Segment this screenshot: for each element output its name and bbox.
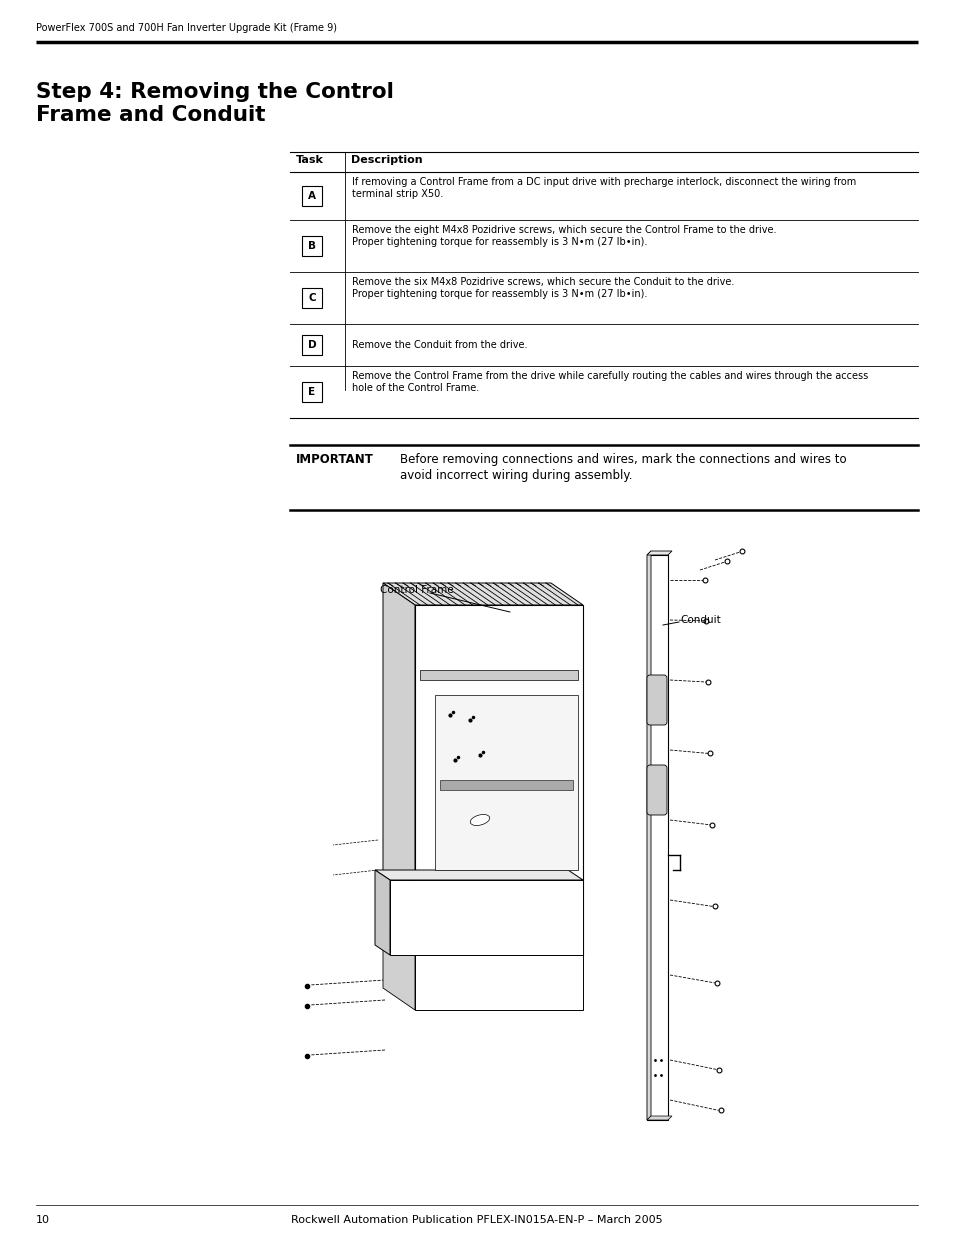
Polygon shape bbox=[435, 695, 578, 869]
Polygon shape bbox=[375, 869, 390, 955]
Polygon shape bbox=[375, 869, 582, 881]
Ellipse shape bbox=[470, 815, 489, 825]
Text: Remove the Control Frame from the drive while carefully routing the cables and w: Remove the Control Frame from the drive … bbox=[352, 370, 867, 382]
Polygon shape bbox=[390, 881, 582, 955]
FancyBboxPatch shape bbox=[646, 764, 666, 815]
Polygon shape bbox=[646, 551, 650, 1120]
Text: Remove the six M4x8 Pozidrive screws, which secure the Conduit to the drive.: Remove the six M4x8 Pozidrive screws, wh… bbox=[352, 277, 734, 287]
FancyBboxPatch shape bbox=[646, 676, 666, 725]
Text: terminal strip X50.: terminal strip X50. bbox=[352, 189, 443, 199]
Text: Description: Description bbox=[351, 156, 422, 165]
Bar bbox=[302, 335, 322, 354]
Text: If removing a Control Frame from a DC input drive with precharge interlock, disc: If removing a Control Frame from a DC in… bbox=[352, 177, 856, 186]
Text: Remove the Conduit from the drive.: Remove the Conduit from the drive. bbox=[352, 340, 527, 350]
Text: C: C bbox=[308, 293, 315, 303]
Text: Control Frame: Control Frame bbox=[379, 585, 453, 595]
Bar bbox=[302, 186, 322, 206]
Text: A: A bbox=[308, 191, 315, 201]
Text: Remove the eight M4x8 Pozidrive screws, which secure the Control Frame to the dr: Remove the eight M4x8 Pozidrive screws, … bbox=[352, 225, 776, 235]
Polygon shape bbox=[382, 583, 582, 605]
Text: IMPORTANT: IMPORTANT bbox=[295, 453, 374, 466]
Polygon shape bbox=[382, 583, 415, 955]
Text: B: B bbox=[308, 241, 315, 251]
Text: Step 4: Removing the Control: Step 4: Removing the Control bbox=[36, 82, 394, 103]
Bar bbox=[302, 236, 322, 256]
Text: Proper tightening torque for reassembly is 3 N•m (27 lb•in).: Proper tightening torque for reassembly … bbox=[352, 237, 647, 247]
Polygon shape bbox=[646, 1116, 671, 1120]
Polygon shape bbox=[646, 551, 671, 555]
Text: Before removing connections and wires, mark the connections and wires to: Before removing connections and wires, m… bbox=[399, 453, 845, 466]
Polygon shape bbox=[382, 932, 415, 1010]
Text: hole of the Control Frame.: hole of the Control Frame. bbox=[352, 383, 478, 393]
Polygon shape bbox=[382, 932, 582, 955]
Bar bbox=[419, 671, 578, 680]
Text: Frame and Conduit: Frame and Conduit bbox=[36, 105, 265, 125]
Text: Task: Task bbox=[295, 156, 323, 165]
Text: avoid incorrect wiring during assembly.: avoid incorrect wiring during assembly. bbox=[399, 469, 632, 482]
Text: Proper tightening torque for reassembly is 3 N•m (27 lb•in).: Proper tightening torque for reassembly … bbox=[352, 289, 647, 299]
Bar bbox=[439, 781, 573, 790]
Text: Rockwell Automation Publication PFLEX-IN015A-EN-P – March 2005: Rockwell Automation Publication PFLEX-IN… bbox=[291, 1215, 662, 1225]
Polygon shape bbox=[415, 605, 582, 955]
Text: Conduit: Conduit bbox=[679, 615, 720, 625]
Polygon shape bbox=[415, 955, 582, 1010]
Text: 10: 10 bbox=[36, 1215, 50, 1225]
Text: PowerFlex 700S and 700H Fan Inverter Upgrade Kit (Frame 9): PowerFlex 700S and 700H Fan Inverter Upg… bbox=[36, 23, 336, 33]
Polygon shape bbox=[646, 555, 667, 1120]
Bar bbox=[302, 288, 322, 308]
Text: D: D bbox=[308, 340, 316, 350]
Bar bbox=[302, 382, 322, 403]
Text: E: E bbox=[308, 387, 315, 396]
